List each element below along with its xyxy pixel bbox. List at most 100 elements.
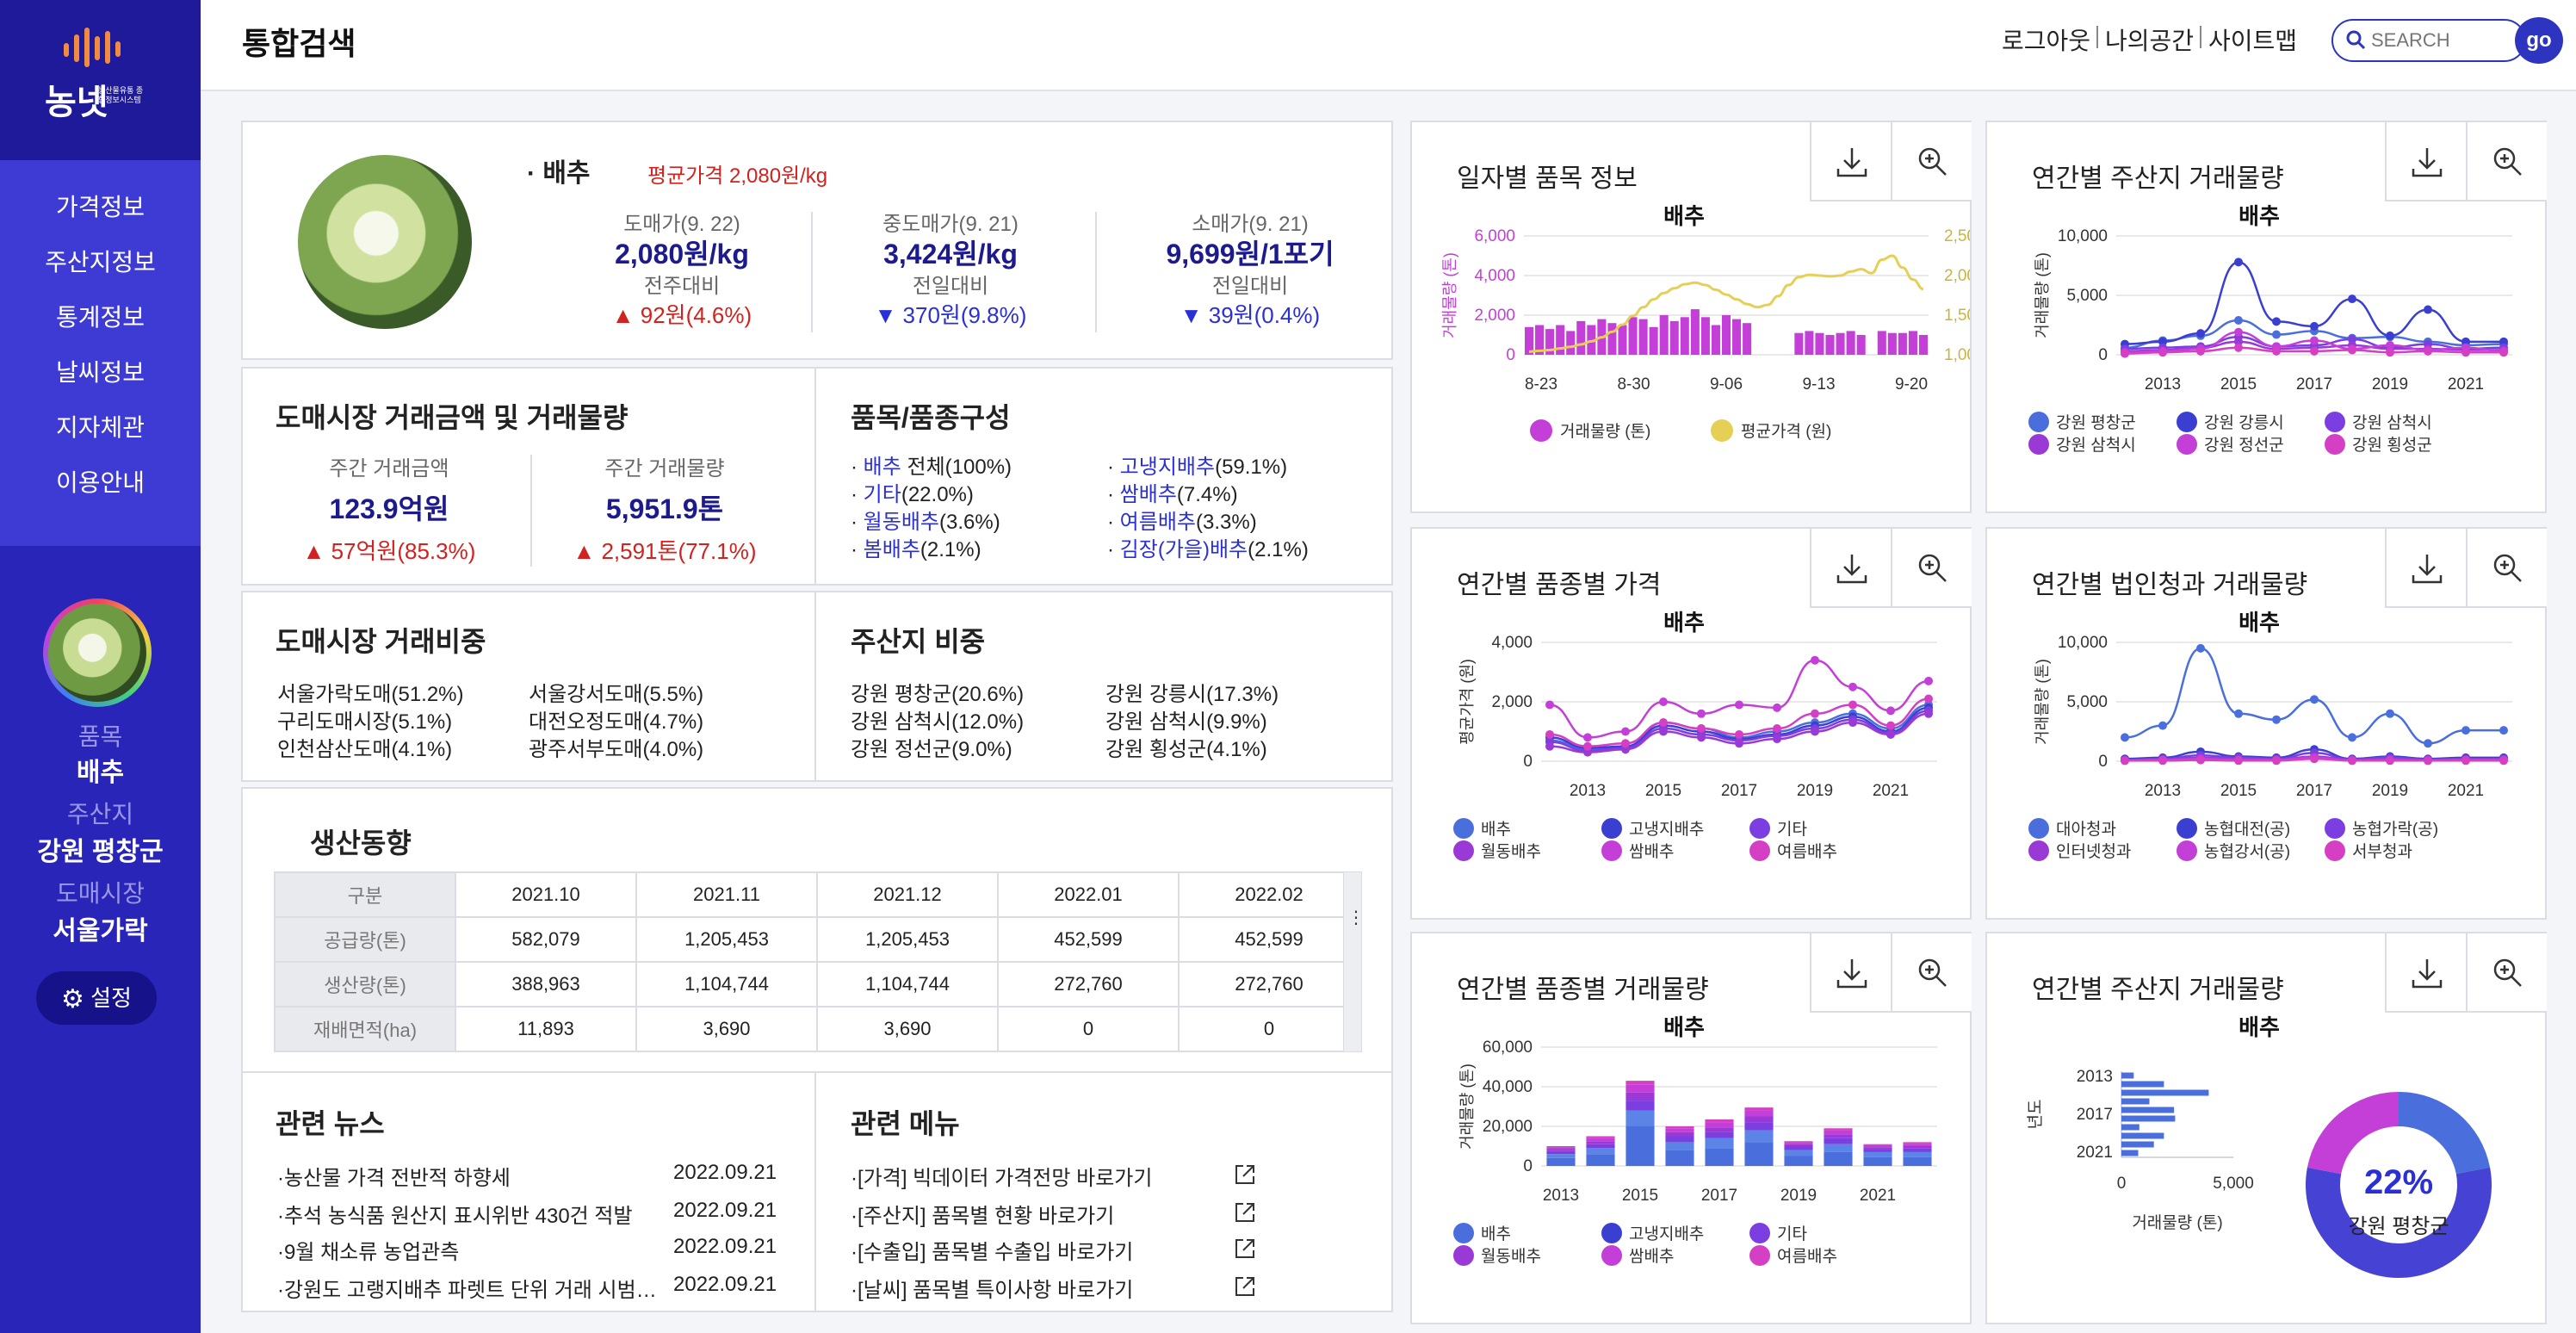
composition-item[interactable]: · 월동배추(3.6%) (851, 511, 1000, 534)
composition-item[interactable]: · 배추 전체(100%) (851, 456, 1012, 479)
composition-item[interactable]: · 쌈배추(7.4%) (1107, 483, 1238, 506)
bar-mark (1680, 317, 1689, 355)
nav-local-gov[interactable]: 지자체관 (55, 414, 146, 441)
menu-link[interactable]: ·[주산지] 품목별 현황 바로가기 (851, 1205, 1115, 1228)
download-button[interactable] (2385, 933, 2466, 1013)
composition-item[interactable]: · 김장(가을)배추(2.1%) (1107, 538, 1309, 561)
x-tick-label: 2017 (2296, 375, 2332, 394)
legend-marker (2177, 818, 2197, 839)
weekly-amount-value: 123.9억원 (329, 493, 449, 524)
news-item[interactable]: ·9월 채소류 농업관측 (277, 1241, 460, 1264)
stacked-bar-segment (1546, 1147, 1576, 1150)
data-point (1621, 727, 1630, 736)
data-point (2386, 709, 2394, 718)
page-title: 통합검색 (242, 26, 356, 61)
midwholesale-compare-label: 전일대비 (912, 275, 989, 298)
chart-title: 배추 (1663, 1014, 1705, 1040)
legend-label: 쌈배추 (1629, 1247, 1674, 1266)
data-point (2348, 756, 2356, 766)
zoom-button[interactable] (1891, 529, 1972, 608)
gear-icon: ⚙ (61, 985, 84, 1014)
y-axis-label: 년도 (2026, 1100, 2045, 1130)
data-point (2196, 643, 2205, 653)
nav-guide[interactable]: 이용안내 (55, 469, 146, 496)
search-go-button[interactable]: go (2515, 17, 2563, 64)
news-item[interactable]: ·강원도 고랭지배추 파렛트 단위 거래 시범… (277, 1279, 657, 1302)
weekly-amount-label: 주간 거래금액 (329, 457, 449, 480)
stacked-bar-segment (1665, 1128, 1694, 1132)
data-point (2158, 348, 2167, 357)
sitemap-link[interactable]: 사이트맵 (2208, 28, 2298, 54)
external-link-icon[interactable] (1233, 1274, 1257, 1299)
nav-price-info[interactable]: 가격정보 (55, 194, 146, 220)
divider (2200, 26, 2201, 48)
search-input[interactable] (2371, 28, 2517, 53)
wholesale-price-value: 2,080원/kg (615, 239, 749, 270)
midwholesale-delta: ▼ 370원(9.8%) (874, 302, 1027, 328)
retail-delta: ▼ 39원(0.4%) (1180, 302, 1321, 328)
bar-mark (1908, 331, 1917, 355)
x-tick-label: 2019 (1797, 782, 1833, 800)
download-button[interactable] (2385, 122, 2466, 202)
data-point (1735, 700, 1743, 710)
stacked-bar-segment (1625, 1110, 1655, 1126)
zoom-button[interactable] (1891, 122, 1972, 202)
legend-marker (1749, 1223, 1770, 1243)
zoom-button[interactable] (1891, 933, 1972, 1013)
legend-label: 인터넷청과 (2056, 842, 2131, 861)
external-link-icon[interactable] (1233, 1200, 1257, 1224)
stacked-bar-segment (1903, 1142, 1932, 1144)
composition-item[interactable]: · 고냉지배추(59.1%) (1107, 456, 1288, 479)
menu-link[interactable]: ·[가격] 빅데이터 가격전망 바로가기 (851, 1167, 1153, 1190)
data-point (2499, 337, 2508, 346)
bar-mark (1669, 320, 1679, 355)
pie-label: 강원 평창군 (2348, 1215, 2449, 1238)
download-button[interactable] (1810, 529, 1891, 608)
chart-panel-region-volume: 연간별 주산지 거래물량 배추 10,000 5,000 0 거래물량 (톤) 2013 20… (1985, 121, 2547, 513)
composition-item[interactable]: · 여름배추(3.3%) (1107, 511, 1257, 534)
divider (811, 212, 813, 332)
download-button[interactable] (2385, 529, 2466, 608)
settings-button[interactable]: ⚙ 설정 (36, 971, 157, 1025)
table-cell: 272,760 (997, 961, 1180, 1008)
logo[interactable]: 농넷 농산물유통 종합정보시스템 (0, 0, 201, 160)
item-photo (298, 155, 472, 329)
data-point (1924, 676, 1933, 685)
composition-item[interactable]: · 봄배추(2.1%) (851, 538, 981, 561)
chart-title: 배추 (2239, 1014, 2280, 1040)
download-button[interactable] (1810, 122, 1891, 202)
zoom-in-icon (1918, 958, 1947, 987)
nav-region-info[interactable]: 주산지정보 (45, 249, 156, 276)
data-point (2310, 754, 2319, 764)
zoom-button[interactable] (2466, 529, 2547, 608)
x-tick-label: 2015 (2220, 782, 2257, 800)
y-axis-label: 거래물량 (톤) (1441, 252, 1458, 338)
logout-link[interactable]: 로그아웃 (2002, 28, 2091, 54)
myspace-link[interactable]: 나의공간 (2105, 28, 2195, 54)
chart-title: 배추 (2239, 203, 2280, 229)
composition-item[interactable]: · 기타(22.0%) (851, 483, 974, 506)
download-button[interactable] (1810, 933, 1891, 1013)
zoom-in-icon (2493, 958, 2522, 987)
scroll-handle-icon[interactable]: ⋮ (1347, 908, 1365, 927)
bar-mark (1638, 319, 1648, 355)
table-scrollbar[interactable]: ⋮ (1343, 871, 1365, 1052)
data-point (1583, 747, 1592, 757)
menu-link[interactable]: ·[날씨] 품목별 특이사항 바로가기 (851, 1279, 1134, 1302)
legend-label: 기타 (1777, 820, 1807, 839)
nav-statistics[interactable]: 통계정보 (55, 304, 146, 331)
news-item[interactable]: ·추석 농식품 원산지 표시위반 430건 적발 (277, 1205, 633, 1228)
menu-link[interactable]: ·[수출입] 품목별 수출입 바로가기 (851, 1241, 1134, 1264)
y-tick-label: 40,000 (1483, 1078, 1533, 1096)
y2-tick-label: 2,500 (1944, 227, 1970, 245)
zoom-button[interactable] (2466, 933, 2547, 1013)
news-item[interactable]: ·농산물 가격 전반적 하향세 (277, 1167, 511, 1190)
market-share-item: 구리도매시장(5.1%) (277, 710, 453, 734)
zoom-button[interactable] (2466, 122, 2547, 202)
bar-mark (1825, 335, 1835, 355)
bar-mark (1525, 326, 1534, 355)
external-link-icon[interactable] (1233, 1162, 1257, 1187)
external-link-icon[interactable] (1233, 1237, 1257, 1261)
y-tick-label: 4,000 (1491, 634, 1533, 652)
nav-weather[interactable]: 날씨정보 (55, 359, 146, 386)
